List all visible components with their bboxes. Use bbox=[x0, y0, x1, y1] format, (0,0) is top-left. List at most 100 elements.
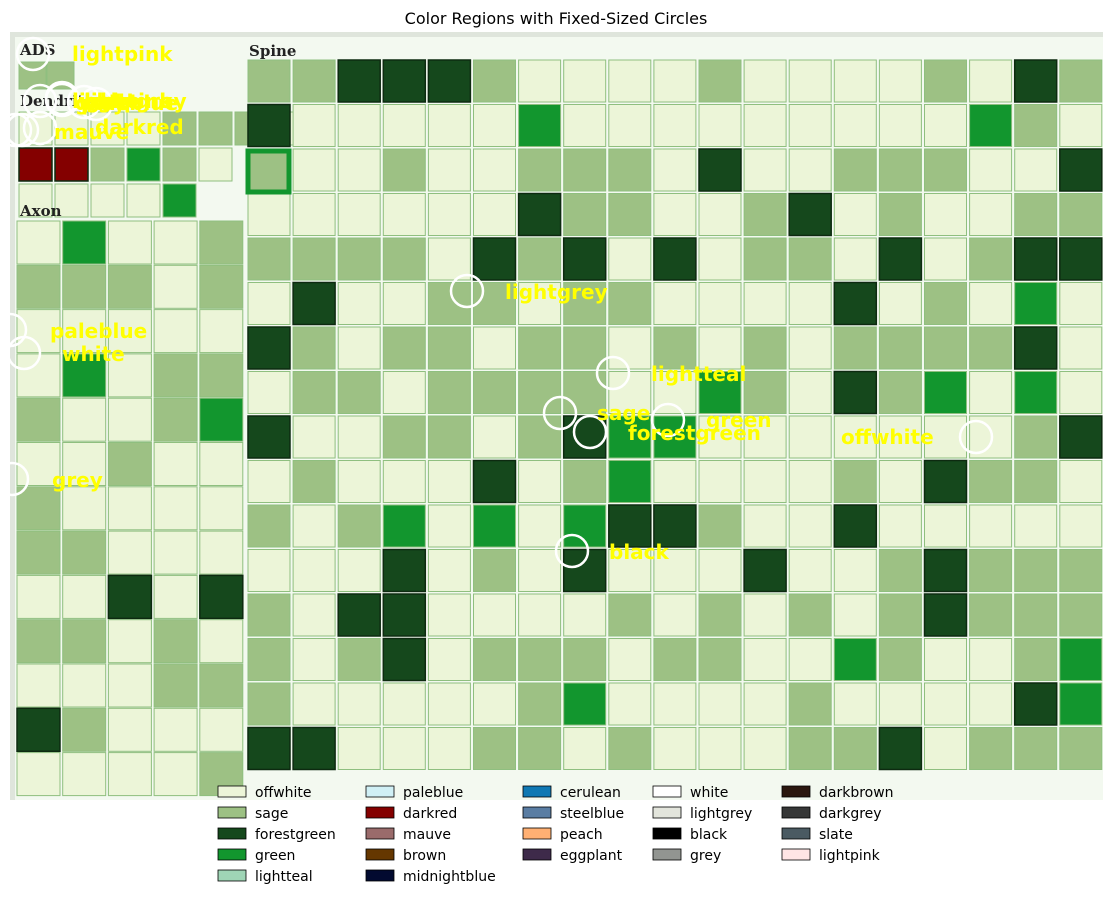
cell-sage bbox=[153, 397, 198, 442]
cell-offwhite bbox=[788, 460, 832, 503]
cell-sage bbox=[608, 727, 652, 770]
cell-offwhite bbox=[563, 593, 607, 637]
legend-label-black: black bbox=[690, 827, 728, 843]
annotation-cluster-lightpink: lightpink bbox=[72, 89, 173, 113]
cell-offwhite bbox=[1059, 371, 1103, 414]
legend-label-offwhite: offwhite bbox=[255, 785, 312, 801]
cell-offwhite bbox=[16, 574, 61, 619]
highlight-cell bbox=[245, 148, 292, 195]
cell-offwhite bbox=[653, 282, 697, 325]
annotation-mauve: mauve bbox=[54, 120, 129, 144]
cell-forestgreen bbox=[1059, 237, 1103, 281]
cell-offwhite bbox=[427, 593, 471, 637]
cell-forestgreen bbox=[653, 504, 697, 548]
cell-offwhite bbox=[247, 460, 291, 503]
legend-label-paleblue: paleblue bbox=[403, 785, 463, 801]
cell-sage bbox=[969, 326, 1013, 370]
cell-sage bbox=[788, 237, 832, 281]
cell-offwhite bbox=[427, 549, 471, 592]
marker-circle-white bbox=[6, 335, 42, 371]
cell-forestgreen bbox=[833, 281, 878, 326]
cell-offwhite bbox=[788, 549, 832, 592]
cell-offwhite bbox=[924, 682, 967, 726]
cell-offwhite bbox=[608, 549, 652, 592]
cell-offwhite bbox=[473, 148, 516, 192]
cell-sage bbox=[199, 264, 244, 309]
cell-sage bbox=[292, 460, 336, 503]
cell-offwhite bbox=[382, 727, 426, 770]
cell-offwhite bbox=[698, 237, 742, 281]
cell-offwhite bbox=[788, 371, 832, 414]
cell-offwhite bbox=[107, 220, 152, 265]
cell-offwhite bbox=[382, 460, 426, 503]
cell-offwhite bbox=[427, 682, 471, 726]
cell-forestgreen bbox=[382, 59, 427, 103]
cell-sage bbox=[969, 593, 1013, 637]
legend-swatch-sage bbox=[217, 806, 247, 819]
cell-sage bbox=[924, 326, 967, 370]
cell-offwhite bbox=[382, 371, 426, 414]
cell-offwhite bbox=[743, 415, 787, 459]
cell-sage bbox=[62, 619, 107, 664]
cell-sage bbox=[1014, 460, 1058, 503]
marker-circle-mauve bbox=[4, 112, 40, 148]
cell-sage bbox=[473, 59, 516, 103]
cell-forestgreen bbox=[292, 281, 336, 326]
cell-sage bbox=[518, 148, 562, 192]
cell-forestgreen bbox=[833, 504, 878, 548]
cell-offwhite bbox=[563, 59, 607, 103]
cell-green bbox=[199, 397, 244, 442]
cell-forestgreen bbox=[562, 548, 607, 593]
cell-sage bbox=[698, 638, 742, 681]
cell-offwhite bbox=[427, 504, 471, 548]
cell-green bbox=[518, 104, 562, 147]
cell-sage bbox=[698, 59, 742, 103]
cell-forestgreen bbox=[1059, 415, 1103, 459]
legend-label-brown: brown bbox=[403, 848, 446, 864]
annotation-lightgrey: lightgrey bbox=[505, 280, 608, 304]
cell-sage bbox=[788, 682, 832, 726]
cell-sage bbox=[247, 682, 291, 726]
legend-swatch-grey bbox=[652, 848, 682, 861]
cell-sage bbox=[162, 111, 197, 146]
legend-label-steelblue: steelblue bbox=[560, 806, 624, 822]
cell-offwhite bbox=[653, 460, 697, 503]
cell-sage bbox=[107, 442, 152, 486]
cell-offwhite bbox=[427, 460, 471, 503]
cell-sage bbox=[427, 371, 471, 414]
cell-offwhite bbox=[653, 148, 697, 192]
cell-offwhite bbox=[247, 549, 291, 592]
cell-offwhite bbox=[743, 282, 787, 325]
cell-forestgreen bbox=[1013, 326, 1058, 370]
cell-offwhite bbox=[337, 326, 381, 370]
legend-swatch-black bbox=[652, 827, 682, 840]
cell-offwhite bbox=[608, 682, 652, 726]
cell-offwhite bbox=[698, 549, 742, 592]
cell-offwhite bbox=[90, 183, 125, 218]
cell-forestgreen bbox=[382, 593, 427, 637]
cell-offwhite bbox=[878, 104, 922, 147]
cell-offwhite bbox=[153, 309, 198, 354]
cell-green bbox=[382, 504, 426, 548]
cell-sage bbox=[1059, 193, 1103, 236]
cell-offwhite bbox=[382, 682, 426, 726]
cell-sage bbox=[878, 593, 922, 637]
annotation-white: white bbox=[62, 342, 125, 366]
legend-label-mauve: mauve bbox=[403, 827, 451, 843]
cell-offwhite bbox=[427, 193, 471, 236]
cell-sage bbox=[924, 282, 967, 325]
cell-sage bbox=[608, 593, 652, 637]
cell-offwhite bbox=[518, 59, 562, 103]
cell-offwhite bbox=[608, 104, 652, 147]
legend-label-green: green bbox=[255, 848, 295, 864]
cell-offwhite bbox=[337, 282, 381, 325]
cell-offwhite bbox=[878, 59, 922, 103]
cell-offwhite bbox=[292, 104, 336, 147]
cell-sage bbox=[292, 371, 336, 414]
cell-offwhite bbox=[1014, 148, 1058, 192]
cell-offwhite bbox=[62, 574, 107, 619]
cell-offwhite bbox=[518, 282, 562, 325]
cell-sage bbox=[518, 415, 562, 459]
cell-sage bbox=[1014, 727, 1058, 770]
cell-sage bbox=[1014, 638, 1058, 681]
